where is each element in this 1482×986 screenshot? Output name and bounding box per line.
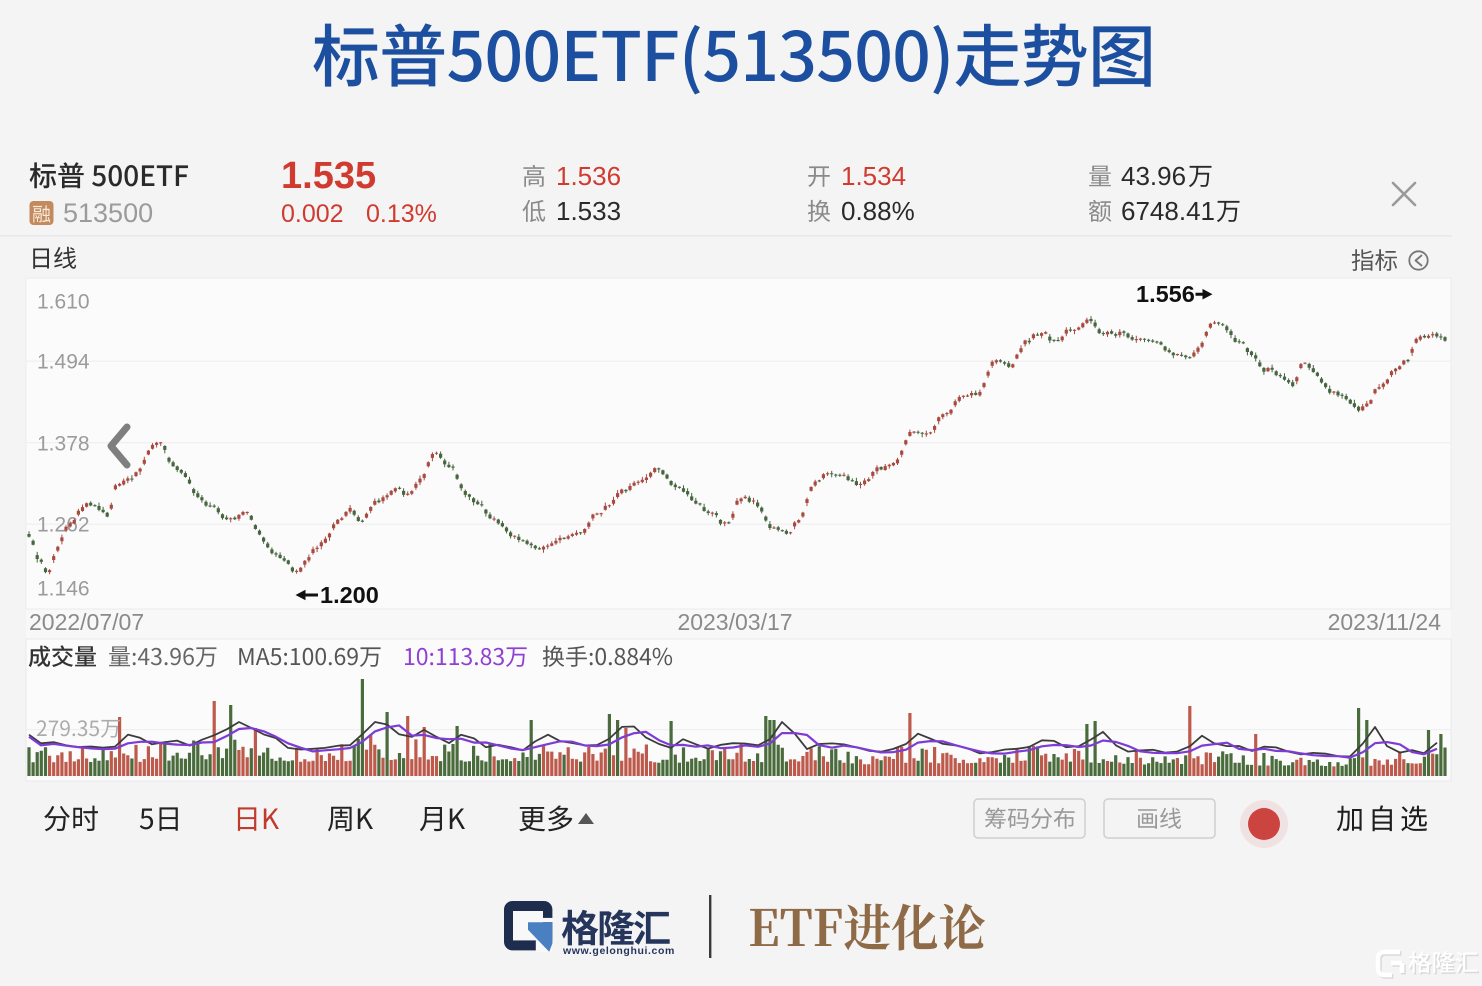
svg-text:1.378: 1.378 (37, 433, 90, 456)
svg-text:1.534: 1.534 (841, 161, 906, 191)
svg-text:1.535: 1.535 (281, 155, 376, 197)
svg-text:0.13%: 0.13% (366, 200, 437, 228)
svg-text:1.494: 1.494 (37, 351, 90, 374)
svg-text:6748.41: 6748.41 (1121, 196, 1215, 226)
svg-text:2023/03/17: 2023/03/17 (677, 609, 792, 635)
svg-text:43.96: 43.96 (1121, 161, 1186, 191)
svg-text:1.533: 1.533 (556, 196, 621, 226)
svg-text:0.002: 0.002 (281, 200, 344, 228)
svg-text:1.536: 1.536 (556, 161, 621, 191)
svg-text:0.88%: 0.88% (841, 196, 915, 226)
svg-text:www.gelonghui.com: www.gelonghui.com (562, 945, 675, 957)
svg-text:2022/07/07: 2022/07/07 (29, 609, 144, 635)
svg-text:1.146: 1.146 (37, 578, 90, 601)
svg-text:513500: 513500 (63, 198, 153, 228)
svg-text:1.556: 1.556 (1136, 281, 1195, 307)
svg-text:2023/11/24: 2023/11/24 (1328, 609, 1442, 635)
svg-text:1.200: 1.200 (320, 582, 379, 608)
svg-text:1.610: 1.610 (37, 291, 90, 314)
svg-text:1.262: 1.262 (37, 514, 90, 537)
